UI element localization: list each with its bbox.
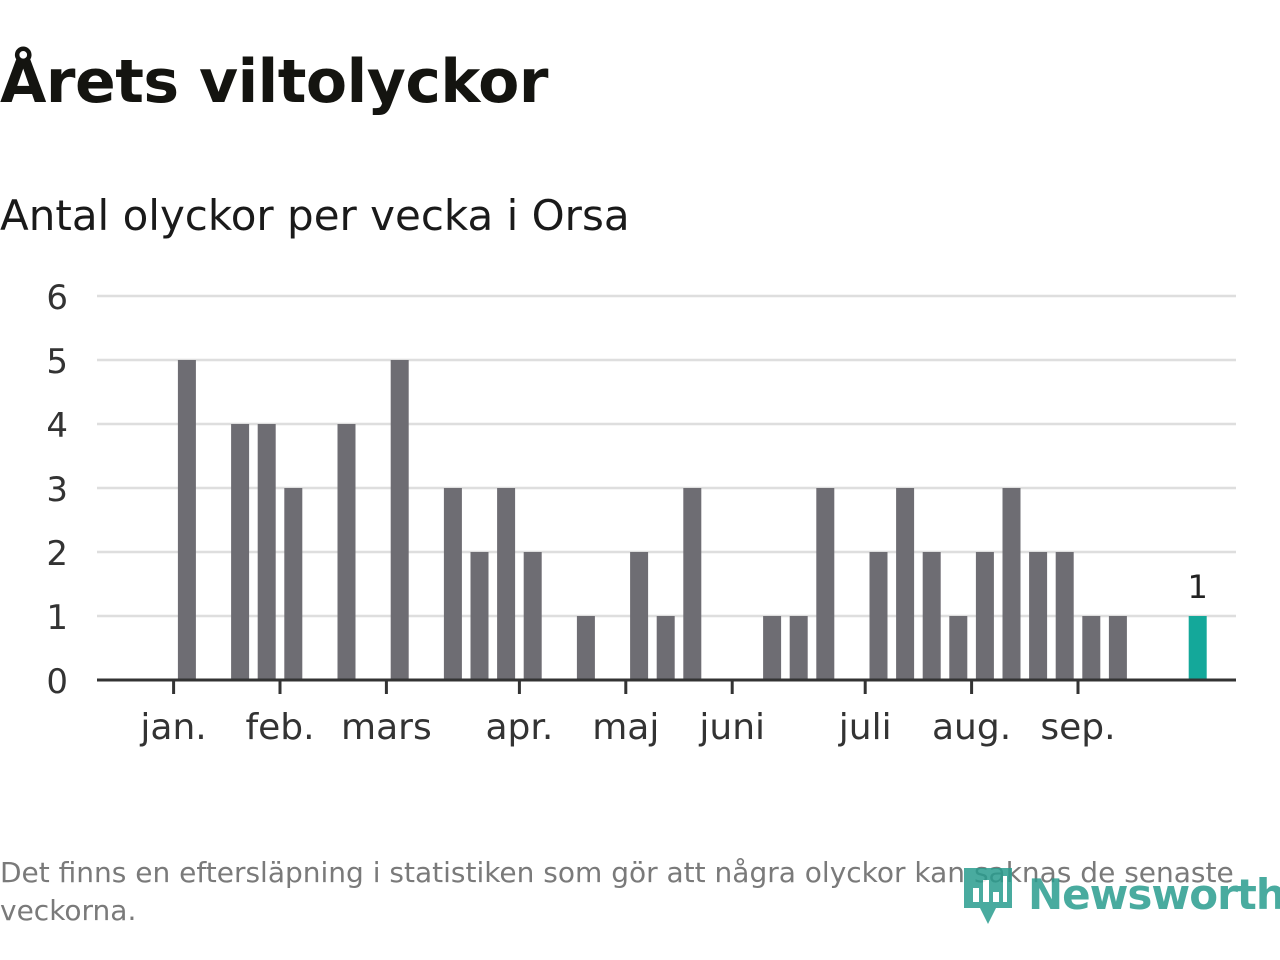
bar[interactable] bbox=[922, 552, 941, 680]
bar[interactable] bbox=[284, 488, 303, 680]
y-tick-label: 1 bbox=[46, 598, 68, 638]
bar[interactable] bbox=[1082, 616, 1101, 680]
bar[interactable] bbox=[975, 552, 994, 680]
bar[interactable] bbox=[177, 360, 196, 680]
bar[interactable] bbox=[869, 552, 888, 680]
bar[interactable] bbox=[497, 488, 516, 680]
bar[interactable] bbox=[896, 488, 915, 680]
y-tick-label: 6 bbox=[46, 278, 68, 318]
bar[interactable] bbox=[816, 488, 835, 680]
chart-subtitle: Antal olyckor per vecka i Orsa bbox=[0, 191, 630, 240]
x-tick-label: jan. bbox=[139, 707, 206, 748]
x-axis: jan. feb. mars apr. maj juni juli aug. sep. bbox=[97, 678, 1236, 748]
y-tick-label: 4 bbox=[46, 406, 68, 446]
x-tick-label: mars bbox=[341, 707, 432, 748]
newsworthy-logo[interactable]: Newsworthy bbox=[962, 862, 1280, 926]
bar[interactable] bbox=[523, 552, 542, 680]
x-tick-label: apr. bbox=[485, 707, 553, 748]
bar-latest-week[interactable] bbox=[1188, 616, 1207, 680]
x-tick-label: sep. bbox=[1040, 707, 1115, 748]
bar[interactable] bbox=[949, 616, 968, 680]
x-tick-label: juli bbox=[838, 707, 892, 748]
bar[interactable] bbox=[1029, 552, 1048, 680]
bar[interactable] bbox=[656, 616, 675, 680]
bar[interactable] bbox=[1108, 616, 1127, 680]
y-tick-label: 3 bbox=[46, 470, 68, 510]
y-tick-label: 2 bbox=[46, 534, 68, 574]
bar[interactable] bbox=[576, 616, 595, 680]
y-tick-label: 0 bbox=[46, 662, 68, 702]
bar[interactable] bbox=[683, 488, 702, 680]
bar[interactable] bbox=[390, 360, 409, 680]
bar[interactable] bbox=[337, 424, 356, 680]
y-tick-label: 5 bbox=[46, 342, 68, 382]
highlight-value-label: 1 bbox=[1188, 568, 1208, 606]
bar-chart: 0 1 2 3 4 5 6 jan. feb. mars apr. maj juni juli aug. s… bbox=[46, 278, 1236, 748]
bar[interactable] bbox=[1055, 552, 1074, 680]
chart-title: Årets viltolyckor bbox=[0, 47, 549, 117]
y-axis-ticks: 0 1 2 3 4 5 6 bbox=[46, 278, 68, 702]
newsworthy-logo-icon bbox=[964, 868, 1012, 924]
data-labels: 1 bbox=[1188, 568, 1208, 606]
x-tick-label: maj bbox=[592, 707, 659, 748]
bar[interactable] bbox=[1002, 488, 1021, 680]
x-tick-label: aug. bbox=[932, 707, 1011, 748]
bar[interactable] bbox=[763, 616, 782, 680]
x-tick-label: juni bbox=[698, 707, 765, 748]
newsworthy-logo-text: Newsworthy bbox=[1028, 869, 1280, 919]
bar[interactable] bbox=[470, 552, 489, 680]
bar[interactable] bbox=[630, 552, 649, 680]
bar[interactable] bbox=[231, 424, 250, 680]
x-tick-label: feb. bbox=[245, 707, 314, 748]
bars bbox=[177, 360, 1207, 680]
bar[interactable] bbox=[257, 424, 276, 680]
bar[interactable] bbox=[443, 488, 462, 680]
footnote: Det finns en eftersläpning i statistiken… bbox=[0, 856, 1234, 927]
bar[interactable] bbox=[789, 616, 808, 680]
